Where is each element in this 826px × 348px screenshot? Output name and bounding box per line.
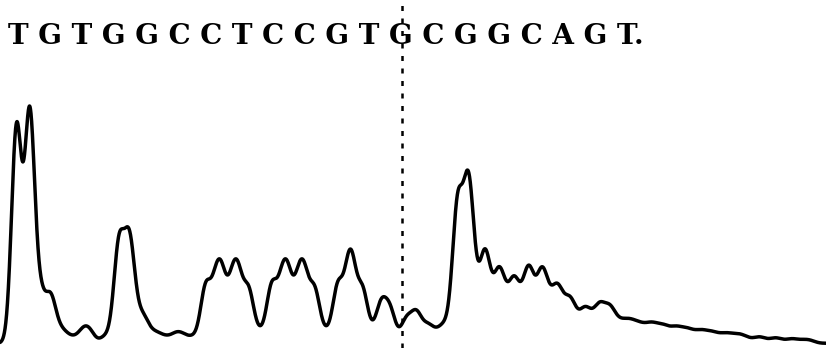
Text: T G T G G C C T C C G T G C G G C A G T.: T G T G G C C T C C G T G C G G C A G T. [8,23,644,50]
